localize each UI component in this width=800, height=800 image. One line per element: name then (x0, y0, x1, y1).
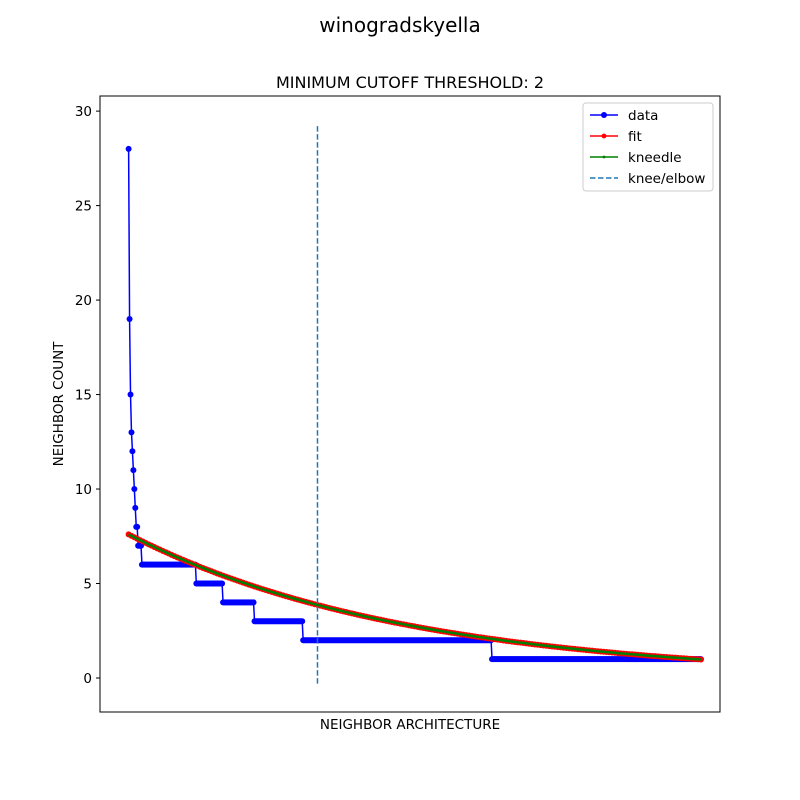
data-point (299, 618, 306, 625)
plot-area (100, 96, 720, 712)
legend-marker (601, 112, 607, 118)
data-point (128, 429, 135, 436)
figure-suptitle: winogradskyella (319, 13, 481, 37)
kneedle-series-line (128, 533, 702, 661)
data-point (125, 145, 132, 152)
legend-item-knee-elbow: knee/elbow (590, 171, 705, 187)
legend: data fit kneedle knee/elbow (582, 102, 714, 192)
data-point (126, 315, 133, 322)
legend-frame (582, 102, 714, 192)
legend-marker (602, 155, 606, 159)
legend-label: kneedle (628, 150, 682, 166)
y-axis-label: NEIGHBOR COUNT (51, 341, 67, 467)
legend-label: knee/elbow (628, 171, 705, 187)
legend-item-kneedle: kneedle (590, 150, 682, 166)
legend-item-fit: fit (590, 129, 642, 145)
data-point (250, 599, 257, 606)
data-point (131, 486, 138, 493)
y-tick-label: 30 (75, 104, 92, 120)
legend-item-data: data (590, 108, 658, 124)
data-point (132, 504, 139, 511)
y-tick-label: 25 (75, 199, 92, 215)
series-layer (125, 124, 704, 684)
y-tick-label: 10 (75, 482, 92, 498)
data-point (129, 448, 136, 455)
legend-label: fit (628, 129, 642, 145)
legend-marker (601, 133, 607, 139)
plot-frame (99, 95, 721, 713)
y-tick-label: 15 (75, 388, 92, 404)
x-axis-label: NEIGHBOR ARCHITECTURE (320, 717, 500, 733)
legend-label: data (628, 108, 658, 124)
y-tick-label: 5 (83, 577, 92, 593)
data-point (219, 580, 226, 587)
data-point (127, 391, 134, 398)
data-point (134, 523, 141, 530)
y-axis: 0 5 10 15 20 25 30 (75, 104, 100, 687)
y-tick-label: 0 (83, 671, 92, 687)
chart-title: MINIMUM CUTOFF THRESHOLD: 2 (276, 73, 544, 92)
data-point (130, 467, 137, 474)
y-tick-label: 20 (75, 293, 92, 309)
